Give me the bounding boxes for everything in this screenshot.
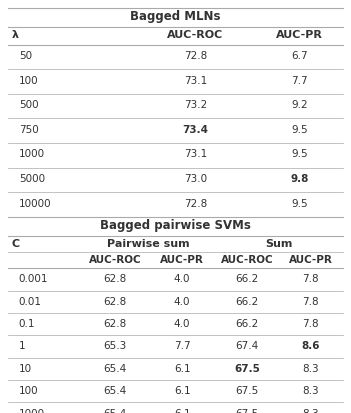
Text: 73.4: 73.4: [183, 125, 208, 135]
Text: 62.8: 62.8: [104, 318, 127, 328]
Text: 62.8: 62.8: [104, 296, 127, 306]
Text: 73.2: 73.2: [184, 100, 207, 110]
Text: 9.8: 9.8: [290, 173, 309, 183]
Text: 73.1: 73.1: [184, 76, 207, 85]
Text: 100: 100: [19, 385, 38, 395]
Text: AUC-ROC: AUC-ROC: [221, 254, 274, 265]
Text: AUC-ROC: AUC-ROC: [167, 30, 224, 40]
Text: 500: 500: [19, 100, 38, 110]
Text: 7.7: 7.7: [174, 341, 191, 351]
Text: 73.1: 73.1: [184, 149, 207, 159]
Text: 66.2: 66.2: [236, 318, 259, 328]
Text: 67.4: 67.4: [236, 341, 259, 351]
Text: 9.5: 9.5: [291, 198, 307, 208]
Text: 6.1: 6.1: [174, 385, 191, 395]
Text: 1000: 1000: [19, 149, 45, 159]
Text: AUC-PR: AUC-PR: [289, 254, 333, 265]
Text: 7.8: 7.8: [303, 296, 319, 306]
Text: Pairwise sum: Pairwise sum: [107, 239, 190, 249]
Text: 8.3: 8.3: [303, 408, 319, 413]
Text: 65.4: 65.4: [104, 408, 127, 413]
Text: 750: 750: [19, 125, 39, 135]
Text: 72.8: 72.8: [184, 198, 207, 208]
Text: AUC-ROC: AUC-ROC: [89, 254, 142, 265]
Text: 6.7: 6.7: [291, 51, 307, 61]
Text: Bagged pairwise SVMs: Bagged pairwise SVMs: [100, 219, 251, 232]
Text: 67.5: 67.5: [234, 363, 260, 373]
Text: AUC-PR: AUC-PR: [160, 254, 204, 265]
Text: 0.01: 0.01: [19, 296, 42, 306]
Text: 4.0: 4.0: [174, 296, 191, 306]
Text: 66.2: 66.2: [236, 274, 259, 284]
Text: 4.0: 4.0: [174, 318, 191, 328]
Text: 65.4: 65.4: [104, 385, 127, 395]
Text: 1000: 1000: [19, 408, 45, 413]
Text: 50: 50: [19, 51, 32, 61]
Text: 4.0: 4.0: [174, 274, 191, 284]
Text: 7.8: 7.8: [303, 318, 319, 328]
Text: 72.8: 72.8: [184, 51, 207, 61]
Text: 65.3: 65.3: [104, 341, 127, 351]
Text: 7.8: 7.8: [303, 274, 319, 284]
Text: 6.1: 6.1: [174, 363, 191, 373]
Text: 8.6: 8.6: [302, 341, 320, 351]
Text: 6.1: 6.1: [174, 408, 191, 413]
Text: 62.8: 62.8: [104, 274, 127, 284]
Text: 100: 100: [19, 76, 38, 85]
Text: 10: 10: [19, 363, 32, 373]
Text: 1: 1: [19, 341, 25, 351]
Text: 10000: 10000: [19, 198, 52, 208]
Text: C: C: [12, 239, 20, 249]
Text: λ: λ: [12, 30, 19, 40]
Text: 0.001: 0.001: [19, 274, 48, 284]
Text: AUC-PR: AUC-PR: [276, 30, 323, 40]
Text: 5000: 5000: [19, 173, 45, 183]
Text: 65.4: 65.4: [104, 363, 127, 373]
Text: Bagged MLNs: Bagged MLNs: [130, 10, 221, 23]
Text: Sum: Sum: [265, 239, 293, 249]
Text: 0.1: 0.1: [19, 318, 35, 328]
Text: 9.5: 9.5: [291, 125, 307, 135]
Text: 8.3: 8.3: [303, 385, 319, 395]
Text: 66.2: 66.2: [236, 296, 259, 306]
Text: 9.5: 9.5: [291, 149, 307, 159]
Text: 67.5: 67.5: [236, 385, 259, 395]
Text: 8.3: 8.3: [303, 363, 319, 373]
Text: 73.0: 73.0: [184, 173, 207, 183]
Text: 67.5: 67.5: [236, 408, 259, 413]
Text: 7.7: 7.7: [291, 76, 307, 85]
Text: 9.2: 9.2: [291, 100, 307, 110]
